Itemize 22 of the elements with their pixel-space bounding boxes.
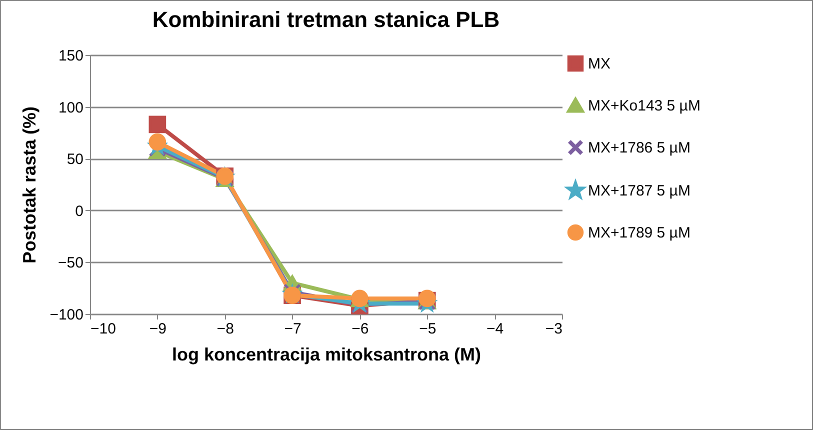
x-tick-label: −3 — [545, 320, 562, 338]
y-tick-label: −50 — [58, 254, 84, 272]
y-axis-title: Postotak rasta (%) — [20, 106, 40, 264]
y-tick-label: −100 — [50, 306, 84, 324]
x-tick-label: −4 — [486, 320, 504, 338]
x-tick-label: −9 — [149, 320, 166, 338]
x-tick-label: −6 — [352, 320, 369, 338]
x-tick-label: −8 — [216, 320, 234, 338]
legend-label: MX+1786 5 µM — [588, 140, 690, 156]
y-tick-label: 150 — [58, 48, 84, 64]
x-tick-label: −7 — [284, 320, 302, 338]
y-tick-label: 100 — [58, 99, 84, 116]
x-axis-title: log koncentracija mitoksantrona (M) — [172, 344, 482, 364]
y-tick-label: 0 — [75, 202, 84, 220]
legend-label: MX+Ko143 5 µM — [588, 98, 700, 114]
legend-label: MX — [588, 56, 610, 72]
chart-title: Kombinirani tretman stanica PLB — [152, 7, 500, 32]
y-tick-label: 50 — [66, 151, 84, 168]
x-tick-label: −5 — [419, 320, 436, 338]
x-tick-label: −10 — [90, 320, 116, 338]
legend-label: MX+1789 5 µM — [588, 224, 690, 242]
legend-label: MX+1787 5 µM — [588, 182, 690, 200]
